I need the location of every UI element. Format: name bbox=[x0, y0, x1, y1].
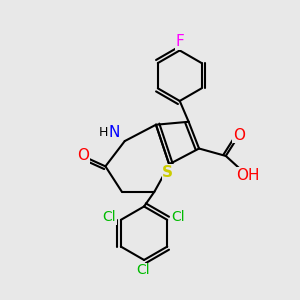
Text: Cl: Cl bbox=[102, 210, 116, 224]
Text: OH: OH bbox=[236, 168, 260, 183]
Text: Cl: Cl bbox=[171, 210, 184, 224]
Text: O: O bbox=[77, 148, 89, 164]
Text: S: S bbox=[162, 165, 173, 180]
Text: H: H bbox=[99, 126, 108, 139]
Text: Cl: Cl bbox=[136, 263, 149, 278]
Text: O: O bbox=[233, 128, 245, 142]
Text: N: N bbox=[109, 125, 120, 140]
Text: F: F bbox=[175, 34, 184, 49]
